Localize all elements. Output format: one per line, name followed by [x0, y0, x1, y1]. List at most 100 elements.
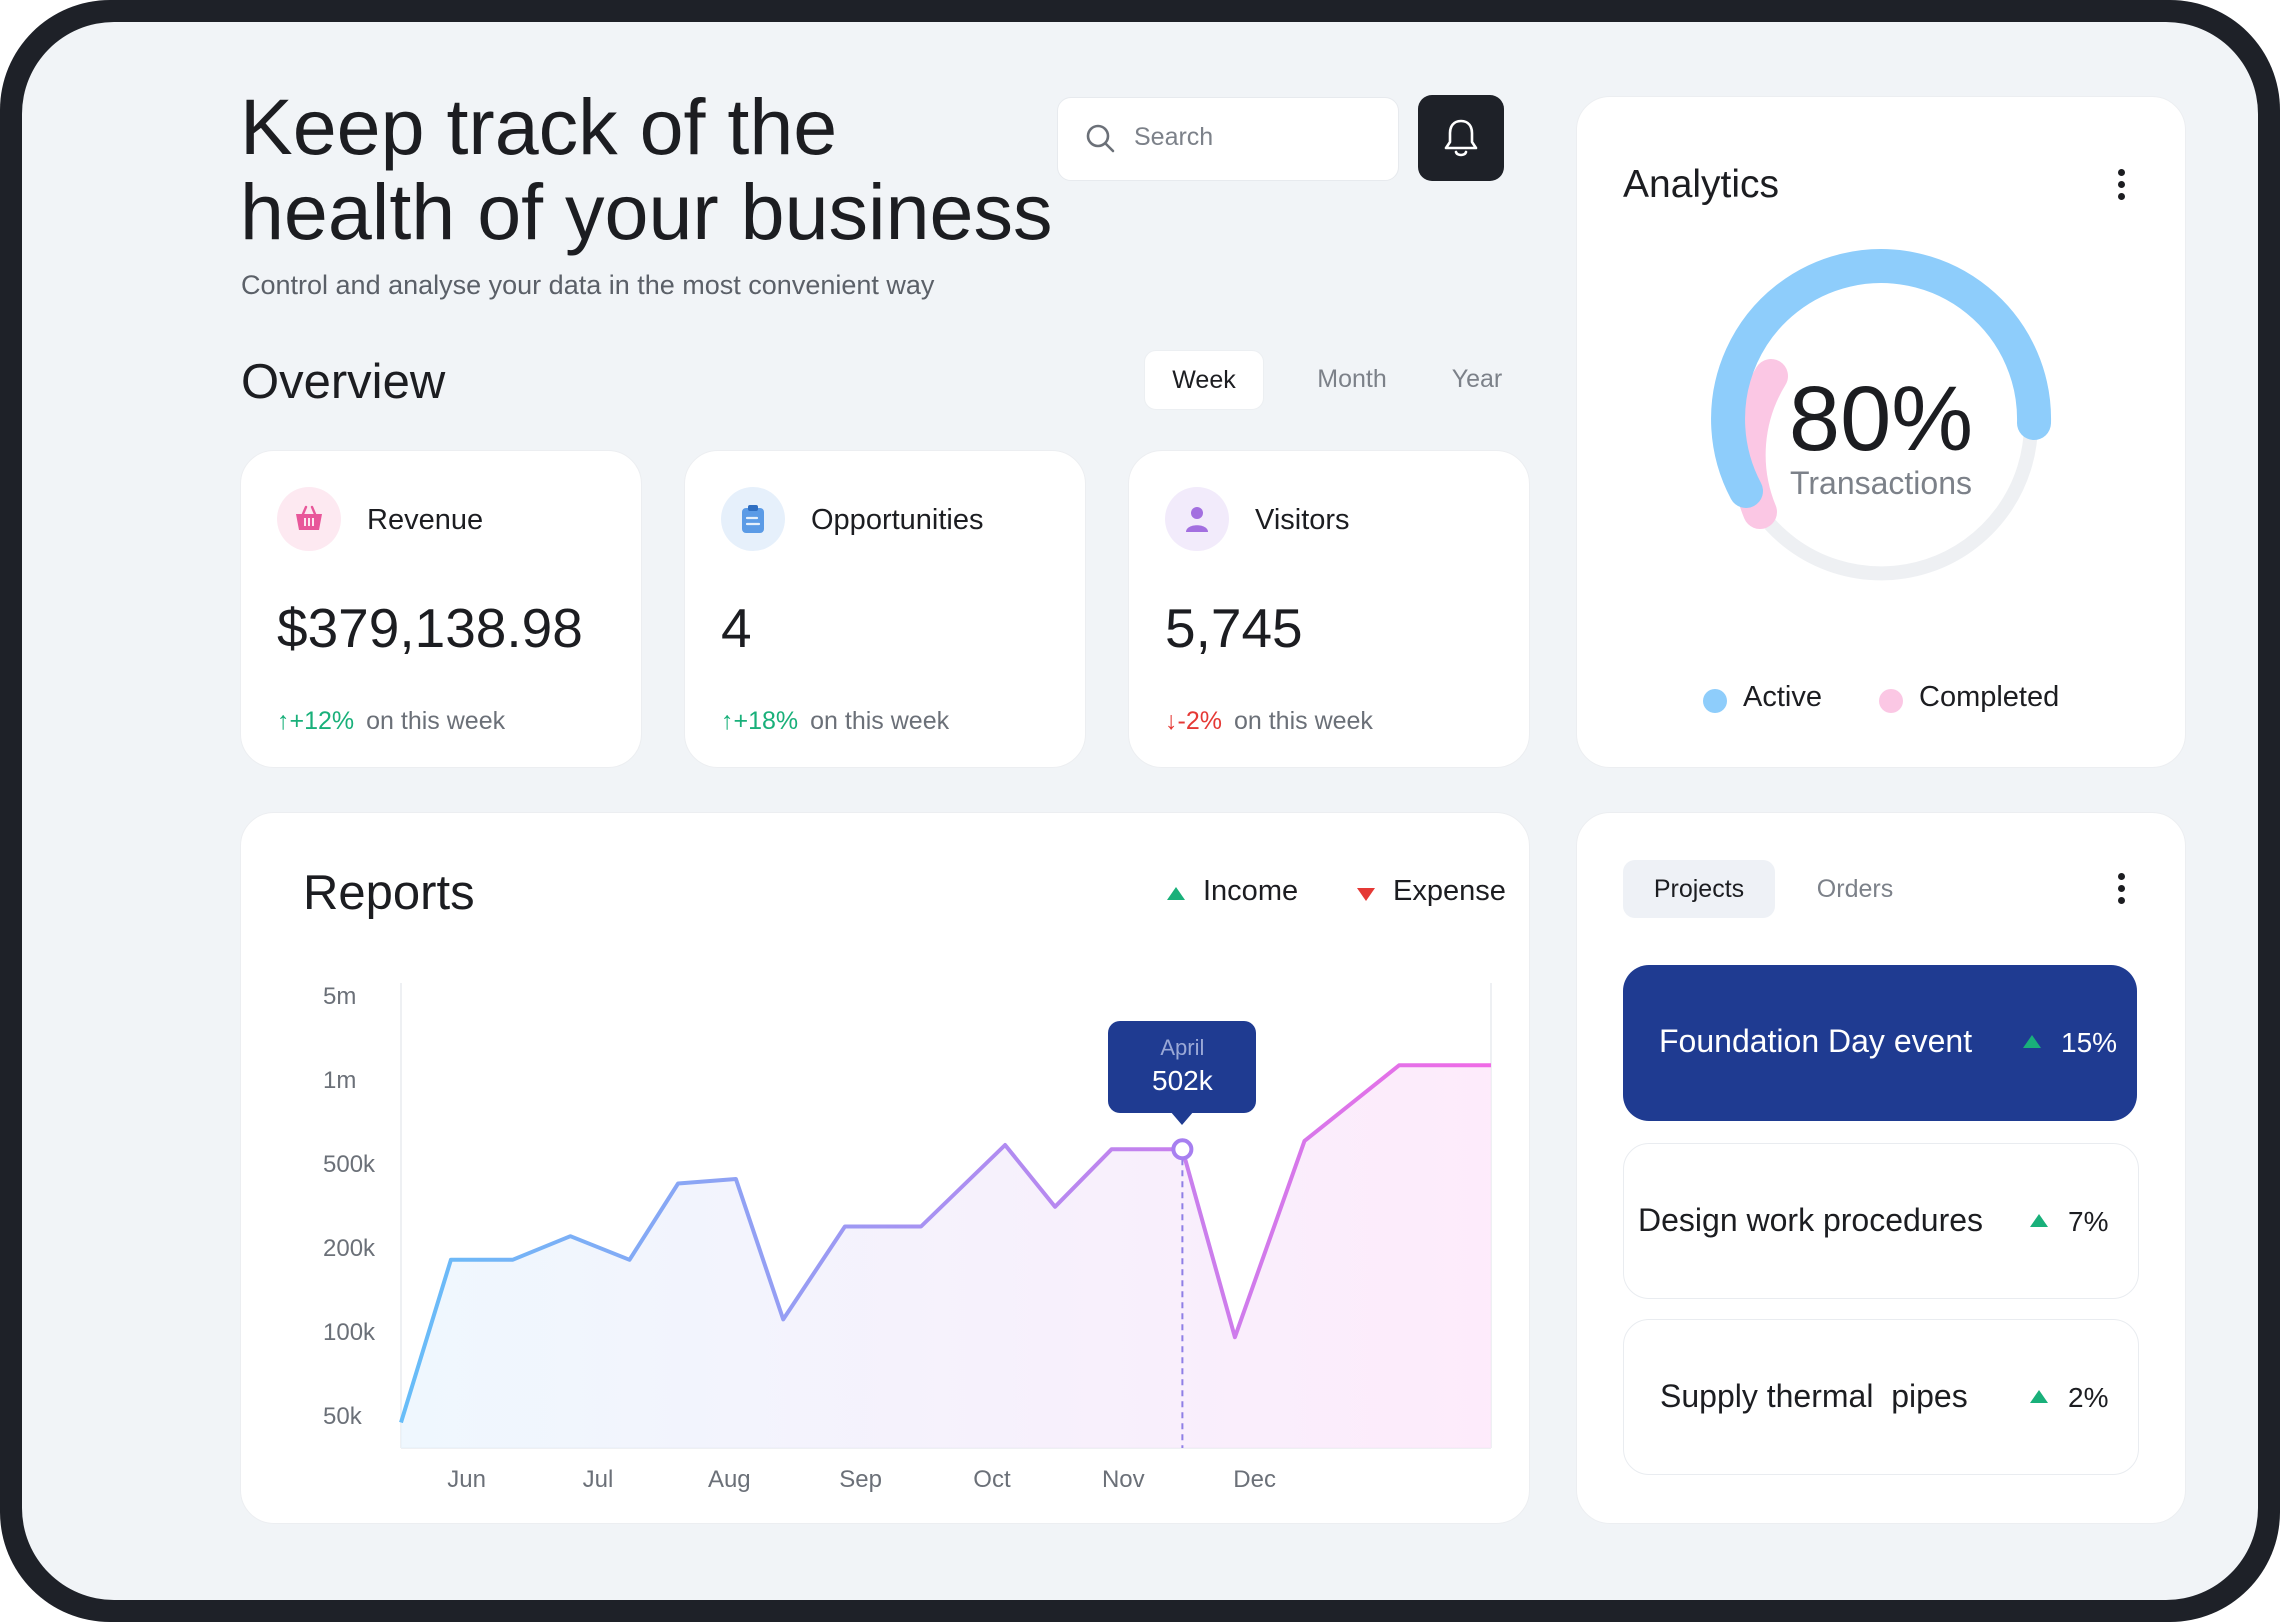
tooltip-value: 502k: [1152, 1065, 1213, 1097]
chart-data-point[interactable]: [733, 1176, 739, 1182]
chart-data-point[interactable]: [918, 1224, 924, 1230]
triangle-up-icon: [2023, 1035, 2041, 1048]
analytics-card: Analytics 80% Transactions Active Comple…: [1576, 96, 2186, 768]
chart-series-line: [399, 1063, 1491, 1424]
tab-projects[interactable]: Projects: [1623, 860, 1775, 918]
arrow-up-icon: ↑: [277, 707, 290, 735]
analytics-donut: [1711, 249, 2052, 581]
x-tick-label: Nov: [1102, 1466, 1145, 1493]
chart-data-point[interactable]: [1052, 1204, 1058, 1210]
search-input[interactable]: Search: [1057, 97, 1399, 181]
chart-tooltip: April 502k: [1108, 1021, 1257, 1126]
tooltip-label: April: [1160, 1035, 1205, 1061]
chart-data-point[interactable]: [1002, 1142, 1008, 1148]
page-title-line1: Keep track of the: [240, 82, 838, 171]
opportunities-title: Opportunities: [811, 504, 984, 536]
arrow-down-icon: ↓: [1165, 707, 1178, 735]
analytics-percent: 80%: [1788, 368, 1974, 470]
basket-icon: [296, 505, 322, 530]
chart-data-point[interactable]: [1108, 1146, 1114, 1152]
project-percent: 7%: [2068, 1206, 2109, 1237]
chart-data-point[interactable]: [1488, 1062, 1494, 1068]
period-week-tab[interactable]: Week: [1144, 350, 1264, 410]
x-tick-label: Jul: [583, 1466, 614, 1493]
clipboard-icon: [742, 505, 764, 533]
revenue-title: Revenue: [367, 504, 484, 536]
project-item-design-work[interactable]: Design work procedures 7%: [1623, 1143, 2139, 1299]
project-percent: 15%: [2061, 1027, 2118, 1058]
chart-data-point[interactable]: [842, 1224, 848, 1230]
opportunities-delta-value: +18%: [733, 707, 799, 735]
chart-data-point[interactable]: [627, 1257, 633, 1263]
chart-highlight-point[interactable]: [1171, 1138, 1194, 1161]
opportunities-delta: ↑ +18% on this week: [721, 707, 949, 736]
visitors-delta-value: -2%: [1177, 707, 1222, 735]
chart-data-point[interactable]: [1232, 1334, 1238, 1340]
x-tick-label: Jun: [447, 1466, 486, 1493]
tab-orders[interactable]: Orders: [1816, 875, 1894, 903]
legend-completed-label: Completed: [1919, 681, 2060, 713]
chart-data-point[interactable]: [675, 1180, 681, 1186]
visitors-delta: ↓ -2% on this week: [1165, 707, 1373, 736]
legend-income-label: Income: [1203, 875, 1299, 907]
revenue-delta-value: +12%: [289, 707, 355, 735]
analytics-title: Analytics: [1623, 163, 1780, 206]
x-tick-label: Oct: [973, 1466, 1011, 1493]
page-title-line2: health of your business: [240, 167, 1053, 256]
notifications-button[interactable]: [1418, 95, 1504, 181]
chart-data-point[interactable]: [398, 1419, 404, 1425]
revenue-value: $379,138.98: [277, 597, 583, 659]
chart-data-point[interactable]: [1302, 1138, 1308, 1144]
projects-more-icon[interactable]: [2116, 873, 2126, 909]
y-tick-label: 50k: [323, 1403, 363, 1430]
project-item-supply-thermal[interactable]: Supply thermal pipes 2%: [1623, 1319, 2139, 1475]
y-tick-label: 200k: [323, 1235, 376, 1262]
dashboard-screen: Keep track of the health of your busines…: [22, 22, 2258, 1600]
overview-title: Overview: [241, 355, 446, 409]
opportunities-icon-badge: [721, 487, 785, 551]
search-icon: [1086, 124, 1115, 153]
project-name: Supply thermal pipes: [1660, 1378, 1968, 1414]
tooltip-pointer: [1170, 1111, 1195, 1126]
chart-data-point[interactable]: [510, 1257, 516, 1263]
legend-expense-label: Expense: [1393, 875, 1506, 907]
triangle-up-icon: [1167, 887, 1185, 900]
visitors-icon-badge: [1165, 487, 1229, 551]
y-tick-label: 100k: [323, 1319, 376, 1346]
chart-data-point[interactable]: [448, 1257, 454, 1263]
arrow-up-icon: ↑: [721, 707, 734, 735]
project-name: Foundation Day event: [1659, 1023, 1973, 1059]
opportunities-value: 4: [721, 597, 752, 659]
opportunities-card[interactable]: Opportunities 4 ↑ +18% on this week: [684, 450, 1086, 768]
x-tick-label: Aug: [708, 1466, 751, 1493]
visitors-delta-note: on this week: [1233, 707, 1373, 735]
chart-area-fill: [401, 1065, 1491, 1448]
donut-active-arc: [1711, 249, 2052, 508]
legend-active-dot: [1703, 689, 1727, 713]
analytics-more-icon[interactable]: [2116, 169, 2126, 205]
chart-data-point[interactable]: [780, 1316, 786, 1322]
chart-data-point[interactable]: [567, 1233, 573, 1239]
revenue-icon-badge: [277, 487, 341, 551]
opportunities-delta-note: on this week: [810, 707, 950, 735]
y-tick-label: 5m: [323, 983, 356, 1010]
bell-icon: [1444, 119, 1478, 157]
period-year-tab[interactable]: Year: [1451, 365, 1503, 393]
x-tick-label: Sep: [839, 1466, 882, 1493]
triangle-down-icon: [1357, 888, 1375, 901]
analytics-caption: Transactions: [1790, 465, 1972, 501]
revenue-delta: ↑ +12% on this week: [277, 707, 505, 736]
reports-line-chart[interactable]: 5m 1m 500k 200k 100k 50k Jun Jul Aug Sep Oct Nov Dec: [241, 813, 1529, 1523]
project-name: Design work procedures: [1638, 1202, 1984, 1238]
y-tick-label: 1m: [323, 1067, 356, 1094]
search-placeholder: Search: [1134, 123, 1214, 151]
x-tick-label: Dec: [1233, 1466, 1276, 1493]
revenue-card[interactable]: Revenue $379,138.98 ↑ +12% on this week: [240, 450, 642, 768]
user-icon: [1186, 507, 1208, 532]
visitors-card[interactable]: Visitors 5,745 ↓ -2% on this week: [1128, 450, 1530, 768]
page-title: Keep track of the health of your busines…: [240, 84, 1140, 254]
period-month-tab[interactable]: Month: [1317, 365, 1387, 393]
chart-data-point[interactable]: [1396, 1062, 1402, 1068]
project-item-foundation-day[interactable]: Foundation Day event 15%: [1623, 965, 2137, 1121]
